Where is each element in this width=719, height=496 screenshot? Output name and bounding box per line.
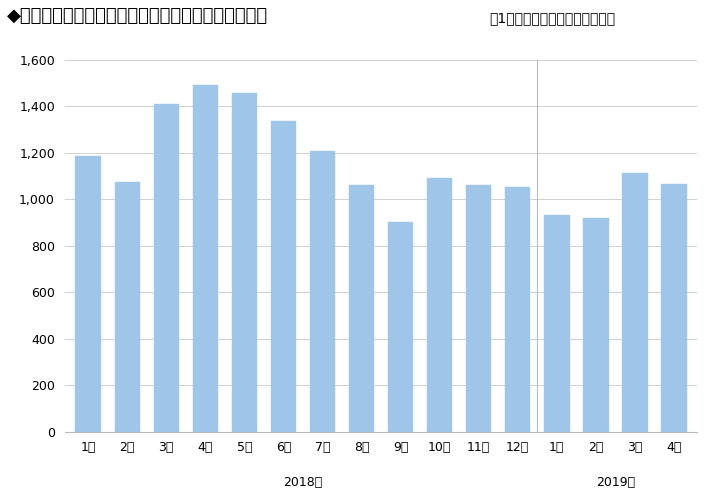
Bar: [232, 93, 257, 432]
Bar: [310, 151, 335, 432]
Bar: [271, 121, 296, 432]
Bar: [622, 174, 648, 432]
Bar: [388, 222, 413, 432]
Bar: [505, 187, 531, 432]
Bar: [466, 185, 491, 432]
Bar: [75, 156, 101, 432]
Text: 2019年: 2019年: [596, 476, 635, 489]
Bar: [154, 104, 179, 432]
Text: ◆ドラッグストアのインバウンド消費購買件数の推移: ◆ドラッグストアのインバウンド消費購買件数の推移: [7, 7, 268, 25]
Text: 2018年: 2018年: [283, 476, 323, 489]
Bar: [349, 185, 374, 432]
Bar: [427, 178, 452, 432]
Bar: [193, 85, 218, 432]
Bar: [544, 215, 569, 432]
Bar: [661, 184, 687, 432]
Bar: [114, 182, 140, 432]
Text: （1店舗あたりのレシート枚数）: （1店舗あたりのレシート枚数）: [489, 11, 615, 25]
Bar: [583, 218, 608, 432]
